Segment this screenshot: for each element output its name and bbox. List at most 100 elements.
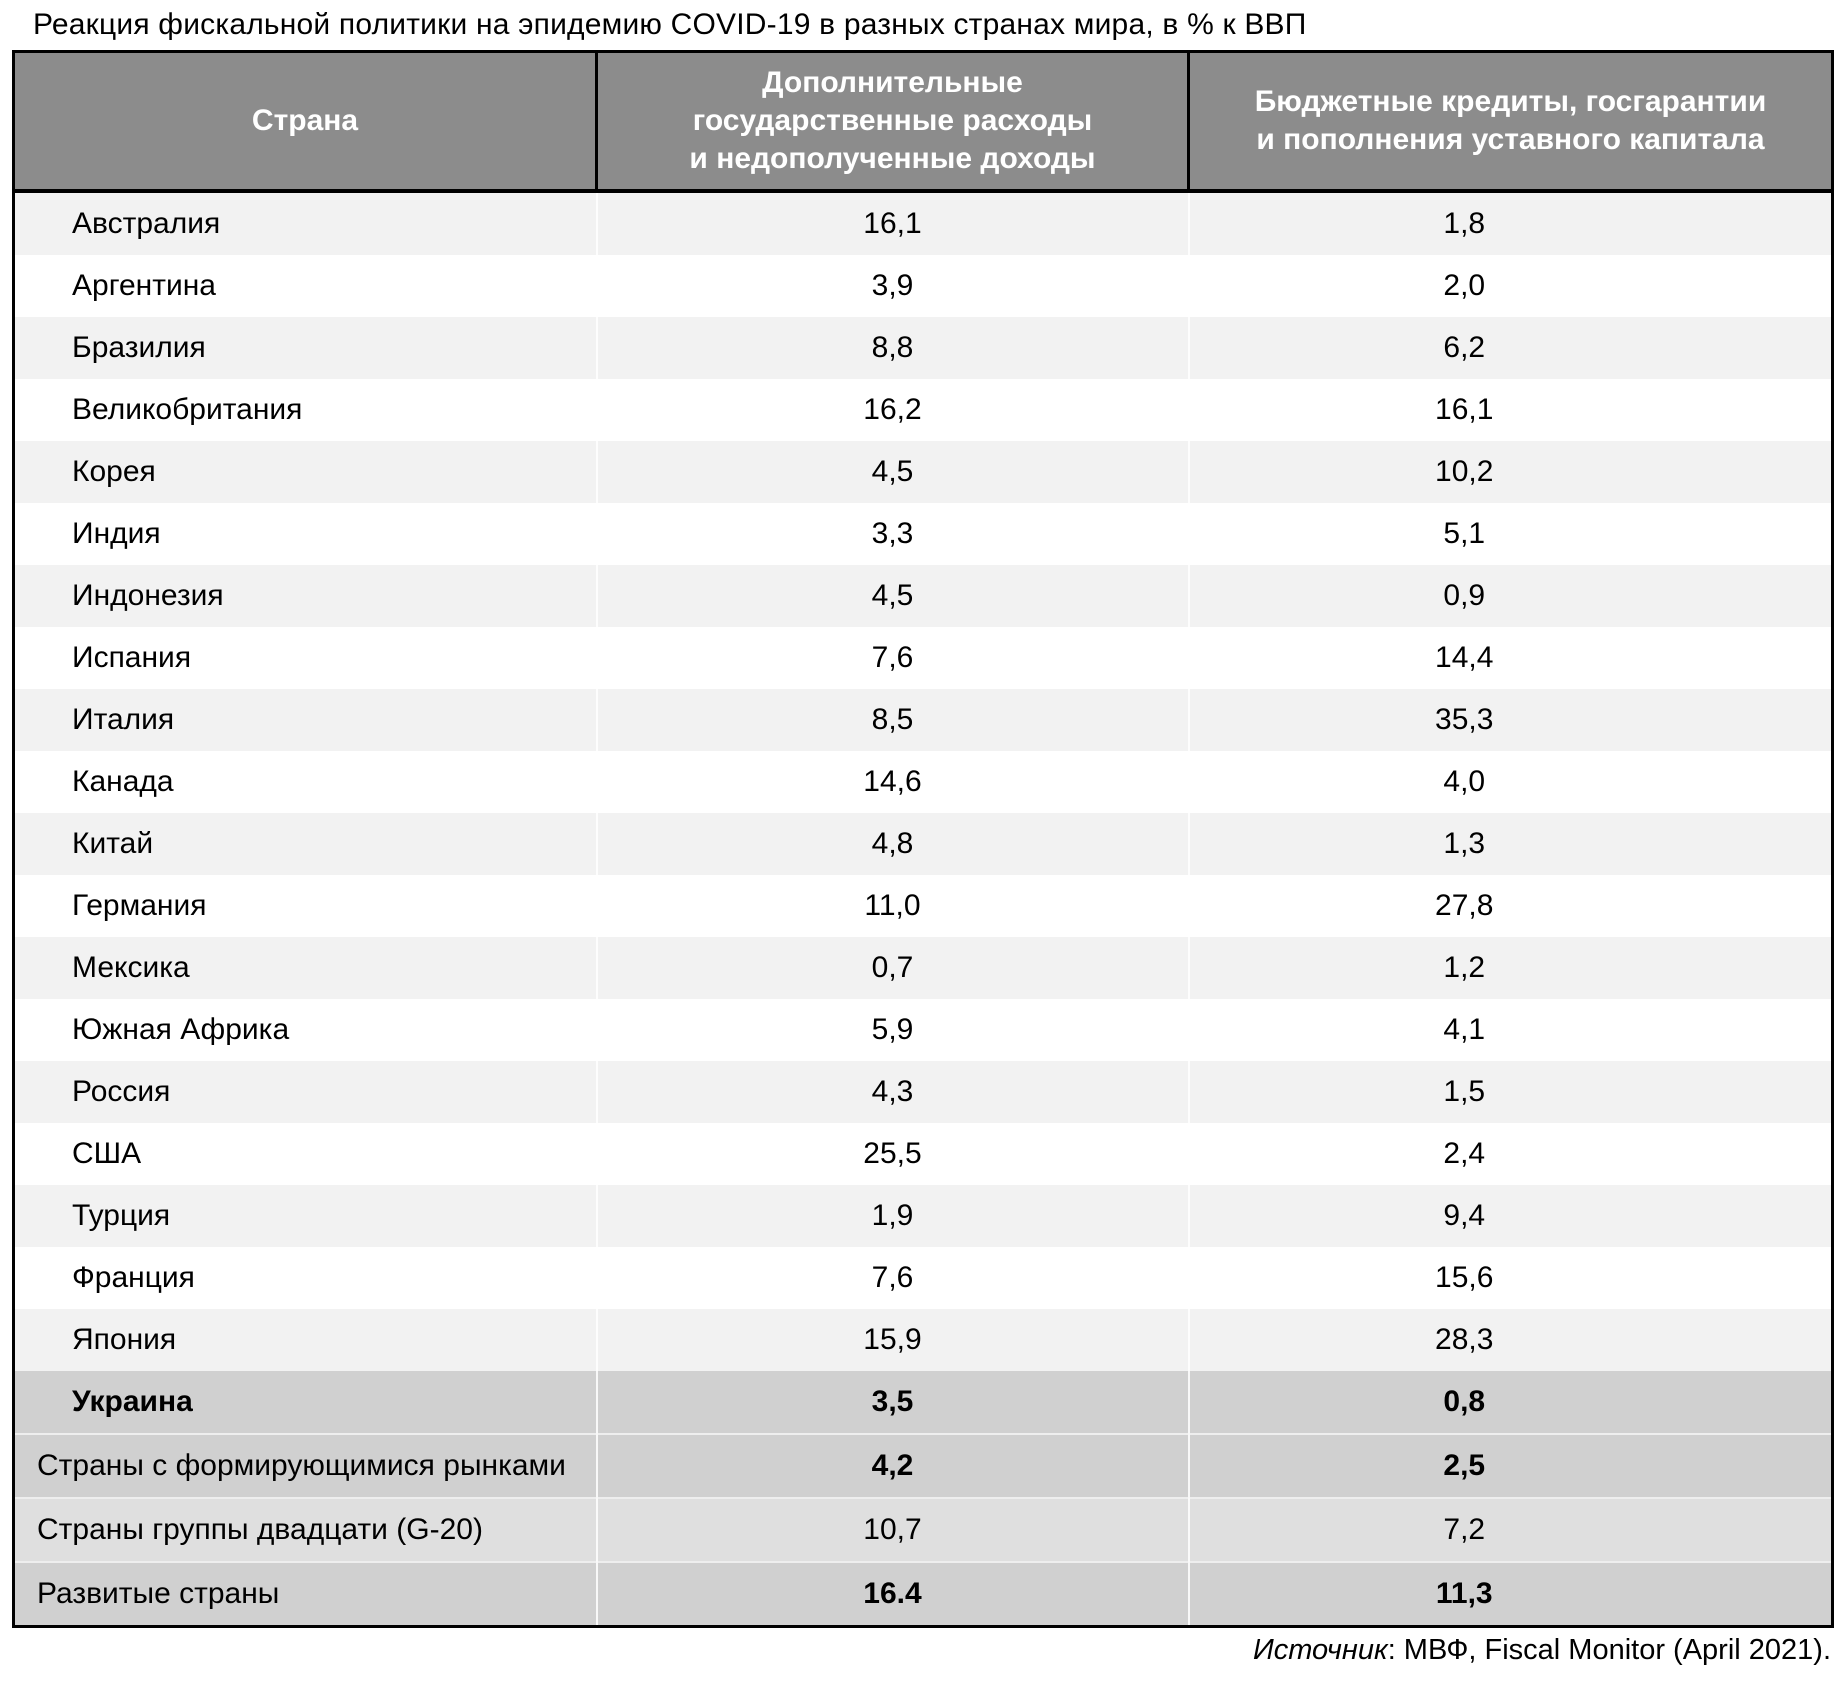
table-row: Мексика 0,7 1,2: [13, 937, 1833, 999]
column-header-country: Страна: [12, 50, 598, 193]
spending-cell: 16.4: [595, 1561, 1189, 1627]
credits-cell: 11,3: [1187, 1561, 1833, 1627]
credits-cell: 4,0: [1187, 751, 1833, 813]
credits-cell: 27,8: [1187, 875, 1833, 937]
table-row: Аргентина 3,9 2,0: [13, 255, 1833, 317]
spending-cell: 11,0: [595, 875, 1189, 937]
credits-cell: 1,3: [1187, 813, 1833, 875]
credits-cell: 15,6: [1187, 1247, 1833, 1309]
spending-cell: 7,6: [595, 627, 1189, 689]
spending-cell: 4,2: [595, 1433, 1189, 1498]
country-cell: Мексика: [13, 937, 597, 999]
credits-cell: 10,2: [1187, 441, 1833, 503]
column-header-credits: Бюджетные кредиты, госгарантии и пополне…: [1187, 50, 1834, 193]
page-title: Реакция фискальной политики на эпидемию …: [33, 8, 1307, 41]
credits-cell: 1,2: [1187, 937, 1833, 999]
source-note: Источник: МВФ, Fiscal Monitor (April 202…: [1253, 1634, 1831, 1667]
country-cell: Испания: [13, 627, 597, 689]
country-cell: Страны группы двадцати (G-20): [13, 1497, 597, 1562]
credits-cell: 0,9: [1187, 565, 1833, 627]
country-cell: Россия: [13, 1061, 597, 1123]
spending-cell: 4,5: [595, 441, 1189, 503]
credits-cell: 28,3: [1187, 1309, 1833, 1371]
credits-cell: 1,5: [1187, 1061, 1833, 1123]
table-row: США 25,5 2,4: [13, 1123, 1833, 1185]
table-row: Индонезия 4,5 0,9: [13, 565, 1833, 627]
table-row: Канада 14,6 4,0: [13, 751, 1833, 813]
credits-cell: 35,3: [1187, 689, 1833, 751]
table-row: Италия 8,5 35,3: [13, 689, 1833, 751]
country-cell: Италия: [13, 689, 597, 751]
table-row: Китай 4,8 1,3: [13, 813, 1833, 875]
country-cell: Австралия: [13, 191, 597, 255]
spending-cell: 8,8: [595, 317, 1189, 379]
credits-cell: 16,1: [1187, 379, 1833, 441]
credits-cell: 2,0: [1187, 255, 1833, 317]
country-cell: Канада: [13, 751, 597, 813]
country-cell: Индия: [13, 503, 597, 565]
credits-cell: 7,2: [1187, 1497, 1833, 1562]
country-cell: Аргентина: [13, 255, 597, 317]
table-row: Япония 15,9 28,3: [13, 1309, 1833, 1371]
credits-cell: 0,8: [1187, 1371, 1833, 1434]
table-row: Индия 3,3 5,1: [13, 503, 1833, 565]
country-cell: Франция: [13, 1247, 597, 1309]
country-cell: Великобритания: [13, 379, 597, 441]
credits-cell: 5,1: [1187, 503, 1833, 565]
table-row: Турция 1,9 9,4: [13, 1185, 1833, 1247]
credits-cell: 2,5: [1187, 1433, 1833, 1498]
country-cell: Бразилия: [13, 317, 597, 379]
spending-cell: 8,5: [595, 689, 1189, 751]
credits-cell: 2,4: [1187, 1123, 1833, 1185]
spending-cell: 3,3: [595, 503, 1189, 565]
spending-cell: 0,7: [595, 937, 1189, 999]
spending-cell: 5,9: [595, 999, 1189, 1061]
spending-cell: 4,5: [595, 565, 1189, 627]
table-row: Корея 4,5 10,2: [13, 441, 1833, 503]
country-cell: Китай: [13, 813, 597, 875]
country-cell: Корея: [13, 441, 597, 503]
country-cell: Страны с формирующимися рынками: [13, 1433, 597, 1498]
country-cell: США: [13, 1123, 597, 1185]
spending-cell: 7,6: [595, 1247, 1189, 1309]
table-row: Австралия 16,1 1,8: [13, 191, 1833, 255]
table-row-g20: Страны группы двадцати (G-20) 10,7 7,2: [13, 1497, 1833, 1562]
spending-cell: 16,1: [595, 191, 1189, 255]
table-row: Франция 7,6 15,6: [13, 1247, 1833, 1309]
table-header-row: Страна Дополнительные государственные ра…: [12, 50, 1834, 193]
table-row-ukraine: Украина 3,5 0,8: [13, 1371, 1833, 1434]
table-row: Бразилия 8,8 6,2: [13, 317, 1833, 379]
country-cell: Япония: [13, 1309, 597, 1371]
spending-cell: 15,9: [595, 1309, 1189, 1371]
source-label: Источник: [1252, 1634, 1388, 1666]
table-row: Великобритания 16,2 16,1: [13, 379, 1833, 441]
fiscal-policy-table: Страна Дополнительные государственные ра…: [12, 50, 1834, 1628]
table-row-emerging-markets: Страны с формирующимися рынками 4,2 2,5: [13, 1433, 1833, 1498]
country-cell: Развитые страны: [13, 1561, 597, 1627]
credits-cell: 14,4: [1187, 627, 1833, 689]
spending-cell: 16,2: [595, 379, 1189, 441]
spending-cell: 1,9: [595, 1185, 1189, 1247]
table-row: Германия 11,0 27,8: [13, 875, 1833, 937]
table-row: Испания 7,6 14,4: [13, 627, 1833, 689]
spending-cell: 10,7: [595, 1497, 1189, 1562]
credits-cell: 1,8: [1187, 191, 1833, 255]
credits-cell: 4,1: [1187, 999, 1833, 1061]
credits-cell: 9,4: [1187, 1185, 1833, 1247]
spending-cell: 4,3: [595, 1061, 1189, 1123]
country-cell: Украина: [13, 1371, 597, 1434]
spending-cell: 14,6: [595, 751, 1189, 813]
table-row-advanced: Развитые страны 16.4 11,3: [13, 1561, 1833, 1627]
country-cell: Индонезия: [13, 565, 597, 627]
country-cell: Южная Африка: [13, 999, 597, 1061]
country-cell: Турция: [13, 1185, 597, 1247]
spending-cell: 25,5: [595, 1123, 1189, 1185]
spending-cell: 4,8: [595, 813, 1189, 875]
credits-cell: 6,2: [1187, 317, 1833, 379]
column-header-spending: Дополнительные государственные расходы и…: [595, 50, 1190, 193]
source-text: : МВФ, Fiscal Monitor (April 2021).: [1387, 1634, 1831, 1666]
table-row: Южная Африка 5,9 4,1: [13, 999, 1833, 1061]
country-cell: Германия: [13, 875, 597, 937]
table-row: Россия 4,3 1,5: [13, 1061, 1833, 1123]
spending-cell: 3,9: [595, 255, 1189, 317]
